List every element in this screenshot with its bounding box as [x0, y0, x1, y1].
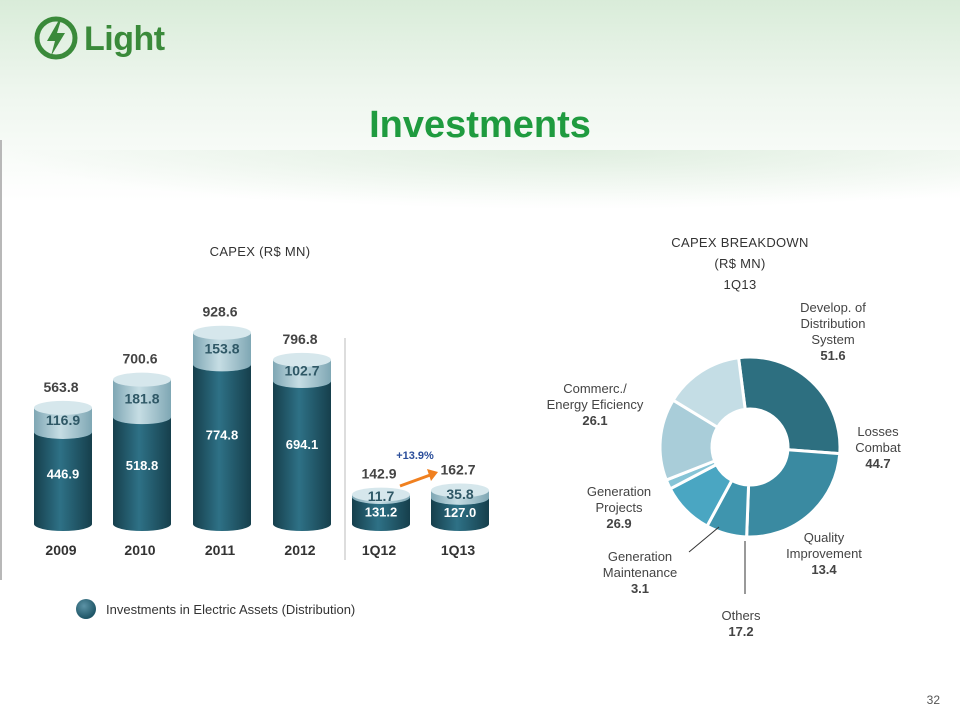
- slice-value: 51.6: [820, 348, 846, 363]
- breakdown-title-line-3: 1Q13: [723, 277, 757, 292]
- slice-label-line: Quality: [803, 530, 845, 545]
- annual-light-bar-2012-bottom: [273, 374, 331, 389]
- slice-value: 44.7: [865, 456, 891, 471]
- annual-dark-bar-2009-bottom: [34, 517, 92, 531]
- annual-category-2012: 2012: [284, 542, 315, 558]
- slice-label-generation-projects: Generation Projects 26.9: [564, 484, 674, 532]
- quarter-total-1Q13: 162.7: [440, 461, 475, 477]
- slice-label-line: Losses: [857, 424, 899, 439]
- slice-label-line: Maintenance: [602, 565, 678, 580]
- annual-light-bar-2010-bottom: [113, 410, 171, 425]
- slice-label-line: Generation: [586, 484, 652, 499]
- annual-light-bar-2009-bottom: [34, 424, 92, 439]
- annual-dark-bar-2012-body: [273, 381, 331, 524]
- quarter-light-bar-1Q12-cap: [352, 487, 410, 502]
- lightning-logo-icon: [34, 16, 78, 60]
- annual-total-2009: 563.8: [43, 379, 78, 395]
- left-border-line: [0, 140, 2, 580]
- logo: [34, 16, 214, 68]
- quarter-dark-bar-1Q12-bottom: [352, 517, 410, 531]
- annual-total-2011: 928.6: [202, 304, 237, 320]
- annual-light-bar-2011-cap: [193, 325, 251, 340]
- annual-light-bar-2009-cap: [34, 400, 92, 415]
- annual-total-2012: 796.8: [282, 331, 317, 347]
- slice-label-others: Others 17.2: [701, 608, 781, 640]
- annual-dark-value-2012: 694.1: [286, 437, 319, 452]
- quarter-light-value-1Q13: 35.8: [446, 486, 473, 502]
- annual-category-2011: 2011: [205, 542, 236, 558]
- slice-label-develop-of-distribution-system: Develop. of Distribution System 51.6: [778, 300, 888, 364]
- annual-dark-value-2011: 774.8: [206, 427, 239, 442]
- annual-light-value-2011: 153.8: [204, 341, 239, 357]
- slice-label-line: Others: [721, 608, 761, 623]
- growth-arrow-head: [427, 469, 438, 481]
- slice-label-line: Distribution: [800, 316, 866, 331]
- leader-line-generation-maintenance: [688, 526, 720, 553]
- quarter-dark-value-1Q12: 131.2: [365, 504, 398, 519]
- slice-label-losses-combat: Losses Combat 44.7: [838, 424, 918, 472]
- header-band: [0, 0, 960, 210]
- annual-total-2010: 700.6: [122, 351, 157, 367]
- logo-text: Light: [84, 20, 165, 58]
- page-number: 32: [926, 693, 940, 707]
- slice-value: 26.1: [582, 413, 608, 428]
- slice-label-commerc-energy-eficiency: Commerc./Energy Eficiency 26.1: [530, 381, 660, 429]
- annual-light-bar-2012-cap: [273, 352, 331, 367]
- slice-label-generation-maintenance: Generation Maintenance 3.1: [585, 549, 695, 597]
- quarter-light-value-1Q12: 11.7: [368, 488, 395, 504]
- slice-label-line: Develop. of: [800, 300, 866, 315]
- breakdown-title-line-1: CAPEX BREAKDOWN: [671, 235, 809, 250]
- slice-label-line: Combat: [855, 440, 901, 455]
- annual-dark-value-2010: 518.8: [126, 458, 159, 473]
- annual-dark-bar-2010-body: [113, 417, 171, 524]
- growth-label: +13.9%: [396, 450, 434, 462]
- slice-label-line: Generation: [607, 549, 673, 564]
- slice-value: 3.1: [630, 581, 650, 596]
- annual-light-value-2012: 102.7: [284, 362, 319, 378]
- annual-category-2009: 2009: [45, 542, 76, 558]
- capex-chart-title: CAPEX (R$ MN): [209, 244, 311, 259]
- annual-light-bar-2011-bottom: [193, 357, 251, 372]
- slice-label-line: Projects: [595, 500, 643, 515]
- quarter-dark-bar-1Q13-bottom: [431, 517, 489, 531]
- quarter-category-1Q12: 1Q12: [362, 542, 396, 558]
- growth-arrow: [399, 472, 434, 488]
- annual-dark-value-2009: 446.9: [47, 467, 80, 482]
- annual-light-value-2009: 116.9: [46, 412, 80, 428]
- annual-dark-bar-2011-bottom: [193, 517, 251, 531]
- quarter-total-1Q12: 142.9: [361, 466, 396, 482]
- slice-develop-of-distribution-system: [736, 355, 842, 456]
- slice-label-line: Energy Eficiency: [546, 397, 644, 412]
- breakdown-chart-title: CAPEX BREAKDOWN (R$ MN) 1Q13: [620, 232, 860, 295]
- annual-dark-bar-2009-body: [34, 431, 92, 524]
- bars-group: 446.9 116.9 563.8 2009 518.8 181.8 700.6 2010 77…: [34, 304, 489, 558]
- annual-dark-bar-2011-body: [193, 364, 251, 524]
- annual-light-value-2010: 181.8: [124, 390, 159, 406]
- page-title: Investments: [369, 104, 591, 146]
- breakdown-title-line-2: (R$ MN): [714, 256, 766, 271]
- annual-dark-bar-2012-bottom: [273, 517, 331, 531]
- legend-label: Investments in Electric Assets (Distribu…: [106, 602, 356, 617]
- slice-label-line: Improvement: [786, 546, 862, 561]
- annual-light-bar-2010-cap: [113, 372, 171, 387]
- slice-label-quality-improvement: Quality Improvement 13.4: [769, 530, 879, 578]
- quarter-light-bar-1Q13-cap: [431, 483, 489, 498]
- slice-value: 26.9: [606, 516, 632, 531]
- slice-value: 13.4: [811, 562, 837, 577]
- quarter-category-1Q13: 1Q13: [441, 542, 475, 558]
- quarter-dark-value-1Q13: 127.0: [444, 505, 477, 520]
- slice-label-line: Commerc./: [563, 381, 627, 396]
- annual-dark-bar-2010-bottom: [113, 517, 171, 531]
- slice-label-line: System: [811, 332, 855, 347]
- annual-category-2010: 2010: [124, 542, 155, 558]
- slice-losses-combat: [745, 448, 842, 539]
- slice-value: 17.2: [728, 624, 754, 639]
- slice-commerc-energy-eficiency: [671, 356, 747, 430]
- legend-swatch: [76, 599, 96, 619]
- pie-group: [658, 355, 842, 594]
